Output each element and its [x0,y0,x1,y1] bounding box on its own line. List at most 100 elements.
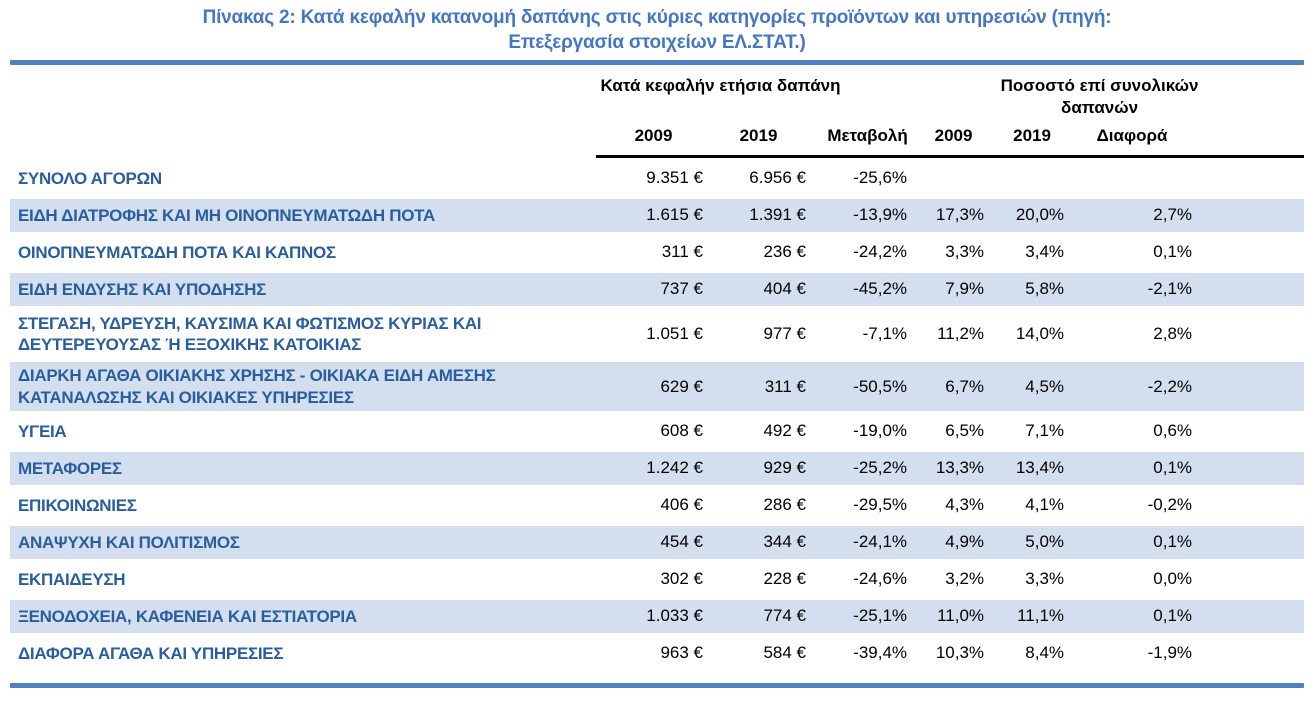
pct-2009-cell: 3,3% [945,242,985,262]
diff-cell: 0,6% [1153,421,1193,441]
category-cell: ΣΥΝΟΛΟ ΑΓΟΡΩΝ [18,168,162,188]
change-cell: -24,6% [853,569,908,589]
category-cell: ΥΓΕΙΑ [18,421,67,441]
eur-2009-cell: 9.351 € [646,168,703,188]
document-page: Πίνακας 2: Κατά κεφαλήν κατανομή δαπάνης… [10,6,1305,688]
diff-cell: 2,7% [1072,198,1305,232]
pct-2009-cell: 13,3% [915,451,993,485]
diff-cell: 2,8% [1153,324,1193,344]
change-cell: -19,0% [853,421,908,441]
eur-2009-cell: 608 € [660,421,703,441]
pct-2009-cell: 6,7% [915,362,993,411]
diff-cell [1072,162,1304,195]
table-row: ΑΝΑΨΥΧΗ ΚΑΙ ΠΟΛΙΤΙΣΜΟΣ 454 € 344 € -24,1… [10,525,1305,559]
table-row: ΥΓΕΙΑ 608 € 492 € -19,0% 6,5% 7,1% 0,6% [10,415,1304,448]
change-cell: -24,2% [853,242,908,262]
change-cell: -25,1% [820,599,916,633]
table-row: ΣΥΝΟΛΟ ΑΓΟΡΩΝ 9.351 € 6.956 € -25,6% [10,162,1304,195]
pct-2009-cell: 4,9% [915,525,993,559]
pct-2019-cell: 4,1% [1025,495,1065,515]
pct-2009-cell: 11,0% [915,599,993,633]
table-title: Πίνακας 2: Κατά κεφαλήν κατανομή δαπάνης… [10,6,1304,55]
eur-2019-cell: 929 € [711,451,820,485]
pct-2019-cell: 4,5% [992,362,1073,411]
diff-cell: -2,1% [1072,272,1305,306]
eur-2009-cell: 1.033 € [596,599,711,633]
table-row: ΜΕΤΑΦΟΡΕΣ 1.242 € 929 € -25,2% 13,3% 13,… [10,451,1305,485]
pct-2019-cell: 3,3% [1025,569,1065,589]
eur-2009-cell: 1.242 € [596,451,711,485]
category-cell: ΞΕΝΟΔΟΧΕΙΑ, ΚΑΦΕΝΕΙΑ ΚΑΙ ΕΣΤΙΑΤΟΡΙΑ [10,599,596,633]
eur-2009-cell: 454 € [596,525,711,559]
group-header-spacer [10,69,596,118]
category-cell: ΔΙΑΦΟΡΑ ΑΓΑΘΑ ΚΑΙ ΥΠΗΡΕΣΙΕΣ [18,643,284,663]
change-cell: -24,1% [820,525,916,559]
col-header-pct-2009: 2009 [915,122,993,158]
bottom-rule [10,682,1304,688]
pct-2009-cell: 4,3% [945,495,985,515]
eur-2019-cell: 344 € [711,525,820,559]
expenditure-table: Κατά κεφαλήν ετήσια δαπάνη Ποσοστό επί σ… [10,65,1305,674]
pct-2009-cell: 7,9% [915,272,993,306]
pct-2019-cell [992,162,1072,195]
change-cell: -25,2% [820,451,916,485]
eur-2009-cell: 1.615 € [596,198,711,232]
table-row: ΣΤΕΓΑΣΗ, ΥΔΡΕΥΣΗ, ΚΑΥΣΙΜΑ ΚΑΙ ΦΩΤΙΣΜΟΣ Κ… [10,310,1304,359]
pct-2019-cell: 7,1% [1025,421,1065,441]
change-cell: -45,2% [820,272,916,306]
change-cell: -7,1% [862,324,908,344]
eur-2019-cell: 404 € [711,272,820,306]
table-body: ΣΥΝΟΛΟ ΑΓΟΡΩΝ 9.351 € 6.956 € -25,6% ΕΙΔ… [10,162,1305,670]
category-cell: ΕΚΠΑΙΔΕΥΣΗ [18,569,126,589]
group-header-share-of-total-label: Ποσοστό επί συνολικών δαπανών [1000,76,1199,117]
pct-2009-cell: 3,2% [945,569,985,589]
table-row: ΔΙΑΡΚΗ ΑΓΑΘΑ ΟΙΚΙΑΚΗΣ ΧΡΗΣΗΣ - ΟΙΚΙΑΚΑ Ε… [10,362,1305,411]
diff-cell: -1,9% [1147,643,1193,663]
diff-cell: -0,2% [1147,495,1193,515]
table-title-line-1: Πίνακας 2: Κατά κεφαλήν κατανομή δαπάνης… [202,7,1112,28]
top-rule [10,60,1304,66]
group-header-row: Κατά κεφαλήν ετήσια δαπάνη Ποσοστό επί σ… [10,69,1304,118]
group-header-per-capita: Κατά κεφαλήν ετήσια δαπάνη [596,69,915,118]
eur-2009-cell: 302 € [660,569,703,589]
category-cell: ΔΙΑΡΚΗ ΑΓΑΘΑ ΟΙΚΙΑΚΗΣ ΧΡΗΣΗΣ - ΟΙΚΙΑΚΑ Ε… [10,362,596,411]
table-row: ΕΙΔΗ ΕΝΔΥΣΗΣ ΚΑΙ ΥΠΟΔΗΣΗΣ 737 € 404 € -4… [10,272,1305,306]
eur-2019-cell: 977 € [763,324,806,344]
table-row: ΞΕΝΟΔΟΧΕΙΑ, ΚΑΦΕΝΕΙΑ ΚΑΙ ΕΣΤΙΑΤΟΡΙΑ 1.03… [10,599,1305,633]
col-header-pct-2019: 2019 [992,122,1073,158]
pct-2019-cell: 14,0% [1015,324,1065,344]
pct-2009-cell: 11,2% [937,324,985,344]
diff-cell: -2,2% [1072,362,1305,411]
column-header-spacer [10,122,596,158]
category-cell: ΜΕΤΑΦΟΡΕΣ [10,451,596,485]
category-cell: ΣΤΕΓΑΣΗ, ΥΔΡΕΥΣΗ, ΚΑΥΣΙΜΑ ΚΑΙ ΦΩΤΙΣΜΟΣ Κ… [18,313,482,355]
eur-2009-cell: 737 € [596,272,711,306]
pct-2009-cell: 10,3% [935,643,985,663]
change-cell: -29,5% [853,495,908,515]
table-row: ΔΙΑΦΟΡΑ ΑΓΑΘΑ ΚΑΙ ΥΠΗΡΕΣΙΕΣ 963 € 584 € … [10,637,1304,670]
pct-2009-cell: 6,5% [945,421,985,441]
table-row: ΕΠΙΚΟΙΝΩΝΙΕΣ 406 € 286 € -29,5% 4,3% 4,1… [10,489,1304,522]
group-header-share-of-total: Ποσοστό επί συνολικών δαπανών [915,69,1304,118]
eur-2009-cell: 311 € [661,242,703,262]
eur-2019-cell: 286 € [763,495,806,515]
change-cell: -50,5% [820,362,916,411]
eur-2019-cell: 228 € [763,569,806,589]
group-header-per-capita-label: Κατά κεφαλήν ετήσια δαπάνη [600,76,841,96]
eur-2019-cell: 6.956 € [749,168,806,188]
category-cell: ΕΙΔΗ ΕΝΔΥΣΗΣ ΚΑΙ ΥΠΟΔΗΣΗΣ [10,272,596,306]
change-cell: -39,4% [853,643,908,663]
table-header: Κατά κεφαλήν ετήσια δαπάνη Ποσοστό επί σ… [10,69,1305,158]
diff-cell: 0,1% [1072,451,1305,485]
eur-2009-cell: 406 € [660,495,703,515]
column-header-row: 2009 2019 Μεταβολή 2009 2019 Διαφορά [10,122,1305,158]
pct-2019-cell: 8,4% [1025,643,1065,663]
eur-2019-cell: 311 € [711,362,820,411]
col-header-eur-2019: 2019 [711,122,820,158]
table-row: ΕΙΔΗ ΔΙΑΤΡΟΦΗΣ ΚΑΙ ΜΗ ΟΙΝΟΠΝΕΥΜΑΤΩΔΗ ΠΟΤ… [10,198,1305,232]
eur-2009-cell: 963 € [660,643,703,663]
eur-2019-cell: 236 € [763,242,806,262]
eur-2009-cell: 1.051 € [646,324,703,344]
pct-2019-cell: 3,4% [1025,242,1065,262]
col-header-change: Μεταβολή [820,122,916,158]
